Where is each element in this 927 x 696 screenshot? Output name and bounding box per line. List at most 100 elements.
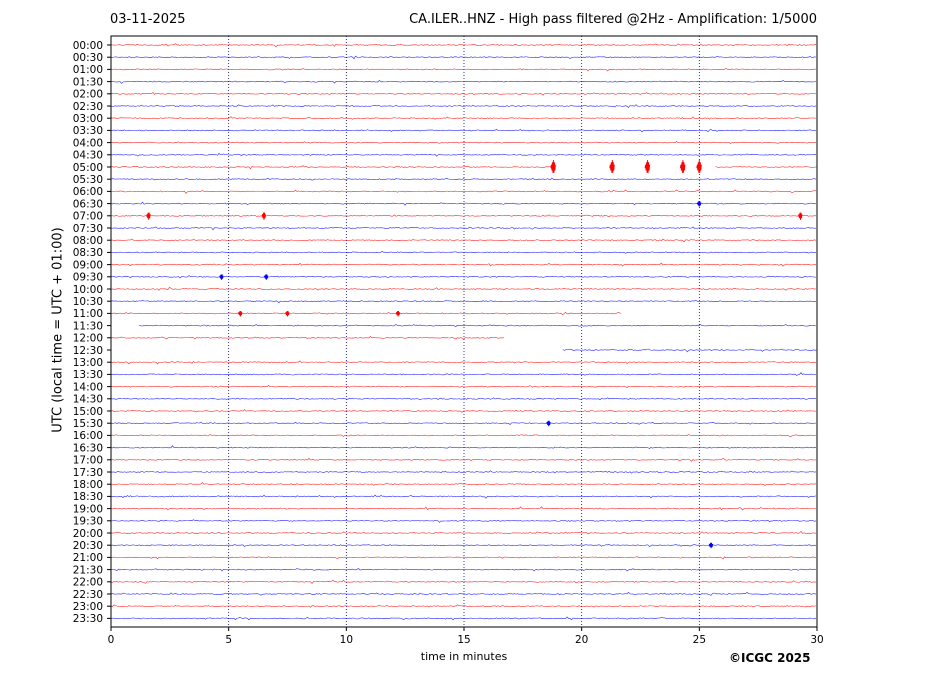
y-tick-label: 00:00 <box>73 40 103 52</box>
y-tick-label: 06:30 <box>73 198 103 210</box>
event-spike <box>679 159 686 173</box>
y-tick-label: 18:00 <box>73 479 103 491</box>
trace-segment <box>110 543 817 548</box>
y-tick-label: 08:30 <box>73 247 103 259</box>
trace-row-1200 <box>110 336 505 340</box>
y-tick-label: 19:30 <box>73 516 103 528</box>
trace-row-2100 <box>110 556 817 560</box>
y-tick-label: 12:30 <box>73 345 103 357</box>
trace-row-1830 <box>110 494 817 499</box>
trace-row-0630 <box>110 201 817 207</box>
trace-row-0930 <box>110 274 817 280</box>
trace-segment <box>110 68 817 72</box>
event-spike <box>546 420 551 427</box>
trace-row-1700 <box>110 457 817 462</box>
trace-row-1430 <box>110 397 817 401</box>
trace-row-0800 <box>110 238 817 243</box>
event-spike <box>263 274 269 280</box>
seismic-traces <box>110 43 817 621</box>
trace-row-2300 <box>110 604 817 608</box>
trace-row-0330 <box>110 128 817 133</box>
y-tick-label: 09:00 <box>73 259 103 271</box>
trace-row-0300 <box>110 116 817 120</box>
trace-row-1330 <box>110 372 817 376</box>
trace-row-1800 <box>110 482 817 486</box>
y-tick-label: 23:30 <box>73 613 103 625</box>
trace-row-1000 <box>110 286 817 291</box>
trace-row-1530 <box>110 420 817 427</box>
event-spike <box>146 212 151 220</box>
event-spike <box>395 310 401 317</box>
trace-row-2200 <box>110 579 817 584</box>
trace-segment <box>110 372 817 376</box>
y-tick-label: 02:30 <box>73 101 103 113</box>
trace-segment <box>110 360 817 365</box>
trace-row-1230 <box>562 348 817 353</box>
y-tick-label: 23:00 <box>73 601 103 613</box>
x-axis-ticks: 0 5 10 15 20 25 30 <box>108 627 824 646</box>
y-tick-label: 07:30 <box>73 223 103 235</box>
trace-segment <box>110 251 817 254</box>
y-tick-label: 05:30 <box>73 174 103 186</box>
y-tick-label: 22:30 <box>73 589 103 601</box>
event-spike <box>285 310 290 317</box>
trace-row-1730 <box>110 470 817 474</box>
y-tick-label: 16:30 <box>73 442 103 454</box>
y-tick-label: 15:00 <box>73 406 103 418</box>
trace-row-0130 <box>110 79 817 84</box>
trace-segment <box>110 568 817 572</box>
trace-segment <box>110 556 817 560</box>
copyright-label: ©ICGC 2025 <box>729 651 811 665</box>
y-tick-label: 10:30 <box>73 296 103 308</box>
trace-row-1130 <box>139 323 816 328</box>
y-tick-label: 15:30 <box>73 418 103 430</box>
x-axis-label: time in minutes <box>420 650 508 663</box>
y-tick-label: 14:30 <box>73 394 103 406</box>
trace-segment <box>110 55 817 60</box>
trace-segment <box>110 43 817 48</box>
trace-segment <box>110 445 817 449</box>
trace-segment <box>110 116 817 120</box>
trace-segment <box>110 214 817 218</box>
y-tick-label: 21:00 <box>73 552 103 564</box>
trace-segment <box>110 384 817 389</box>
y-tick-label: 20:30 <box>73 540 103 552</box>
trace-segment <box>110 506 817 511</box>
y-tick-label: 02:00 <box>73 89 103 101</box>
y-tick-label: 16:00 <box>73 430 103 442</box>
trace-row-1600 <box>110 434 817 438</box>
trace-row-0900 <box>110 262 817 267</box>
trace-row-1930 <box>110 519 817 523</box>
chart-title: CA.ILER..HNZ - High pass filtered @2Hz -… <box>409 12 817 27</box>
event-spike <box>219 274 224 280</box>
trace-segment <box>110 275 817 279</box>
event-spike <box>696 159 702 173</box>
trace-segment <box>110 604 817 608</box>
trace-segment <box>562 348 817 353</box>
y-tick-label: 19:00 <box>73 503 103 515</box>
trace-segment <box>111 311 622 315</box>
trace-row-0500 <box>110 159 817 173</box>
trace-row-0400 <box>110 141 817 144</box>
trace-segment <box>110 79 817 84</box>
trace-segment <box>110 177 817 181</box>
y-tick-label: 04:00 <box>73 137 103 149</box>
trace-row-1630 <box>110 445 817 449</box>
trace-row-0700 <box>110 212 817 220</box>
trace-segment <box>110 616 817 621</box>
trace-segment <box>110 470 817 474</box>
y-tick-label: 13:30 <box>73 369 103 381</box>
y-tick-label: 17:30 <box>73 467 103 479</box>
event-spike <box>550 159 556 173</box>
y-tick-label: 18:30 <box>73 491 103 503</box>
trace-row-2130 <box>110 568 817 572</box>
trace-row-1030 <box>110 299 817 304</box>
trace-segment <box>110 299 817 304</box>
event-spike <box>696 201 702 207</box>
y-tick-label: 11:00 <box>73 308 103 320</box>
x-tick-label: 0 <box>108 634 115 646</box>
event-spike <box>237 310 243 317</box>
trace-row-2000 <box>110 531 817 535</box>
y-axis-ticks: 00:0000:3001:0001:3002:0002:3003:0003:30… <box>73 40 111 625</box>
